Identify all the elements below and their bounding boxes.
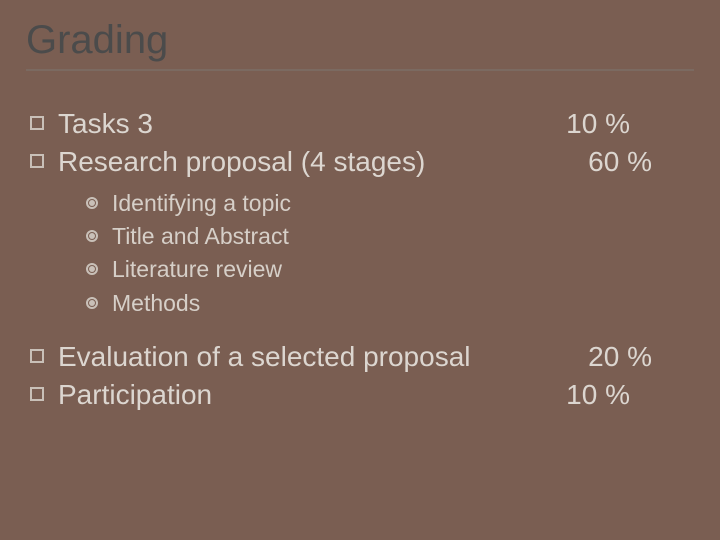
sublist-item: Title and Abstract — [86, 220, 694, 253]
item-label: Evaluation of a selected proposal — [58, 338, 471, 376]
sublist-item: Methods — [86, 287, 694, 320]
item-percent: 10 % — [566, 376, 670, 414]
square-bullet-icon — [30, 116, 44, 130]
slide-title: Grading — [26, 18, 694, 63]
subitem-label: Identifying a topic — [112, 187, 291, 220]
item-label: Participation — [58, 376, 212, 414]
target-bullet-icon — [86, 263, 98, 275]
target-bullet-icon — [86, 230, 98, 242]
subitem-label: Title and Abstract — [112, 220, 289, 253]
square-bullet-icon — [30, 154, 44, 168]
item-percent: 10 % — [566, 105, 670, 143]
item-label: Research proposal (4 stages) — [58, 143, 425, 181]
square-bullet-icon — [30, 349, 44, 363]
sublist-item: Identifying a topic — [86, 187, 694, 220]
sublist-item: Literature review — [86, 253, 694, 286]
subitem-label: Literature review — [112, 253, 282, 286]
item-percent: 60 % — [588, 143, 670, 181]
content-area: Tasks 3 10 % Research proposal (4 stages… — [26, 105, 694, 414]
slide: Grading Tasks 3 10 % Research proposal (… — [0, 0, 720, 540]
target-bullet-icon — [86, 197, 98, 209]
list-item: Tasks 3 10 % — [30, 105, 694, 143]
list-item: Participation 10 % — [30, 376, 694, 414]
square-bullet-icon — [30, 387, 44, 401]
subitem-label: Methods — [112, 287, 200, 320]
list-item: Evaluation of a selected proposal 20 % — [30, 338, 694, 376]
item-label: Tasks 3 — [58, 105, 153, 143]
list-item: Research proposal (4 stages) 60 % — [30, 143, 694, 181]
sublist: Identifying a topic Title and Abstract L… — [86, 187, 694, 320]
target-bullet-icon — [86, 297, 98, 309]
item-percent: 20 % — [588, 338, 670, 376]
title-underline — [26, 69, 694, 71]
